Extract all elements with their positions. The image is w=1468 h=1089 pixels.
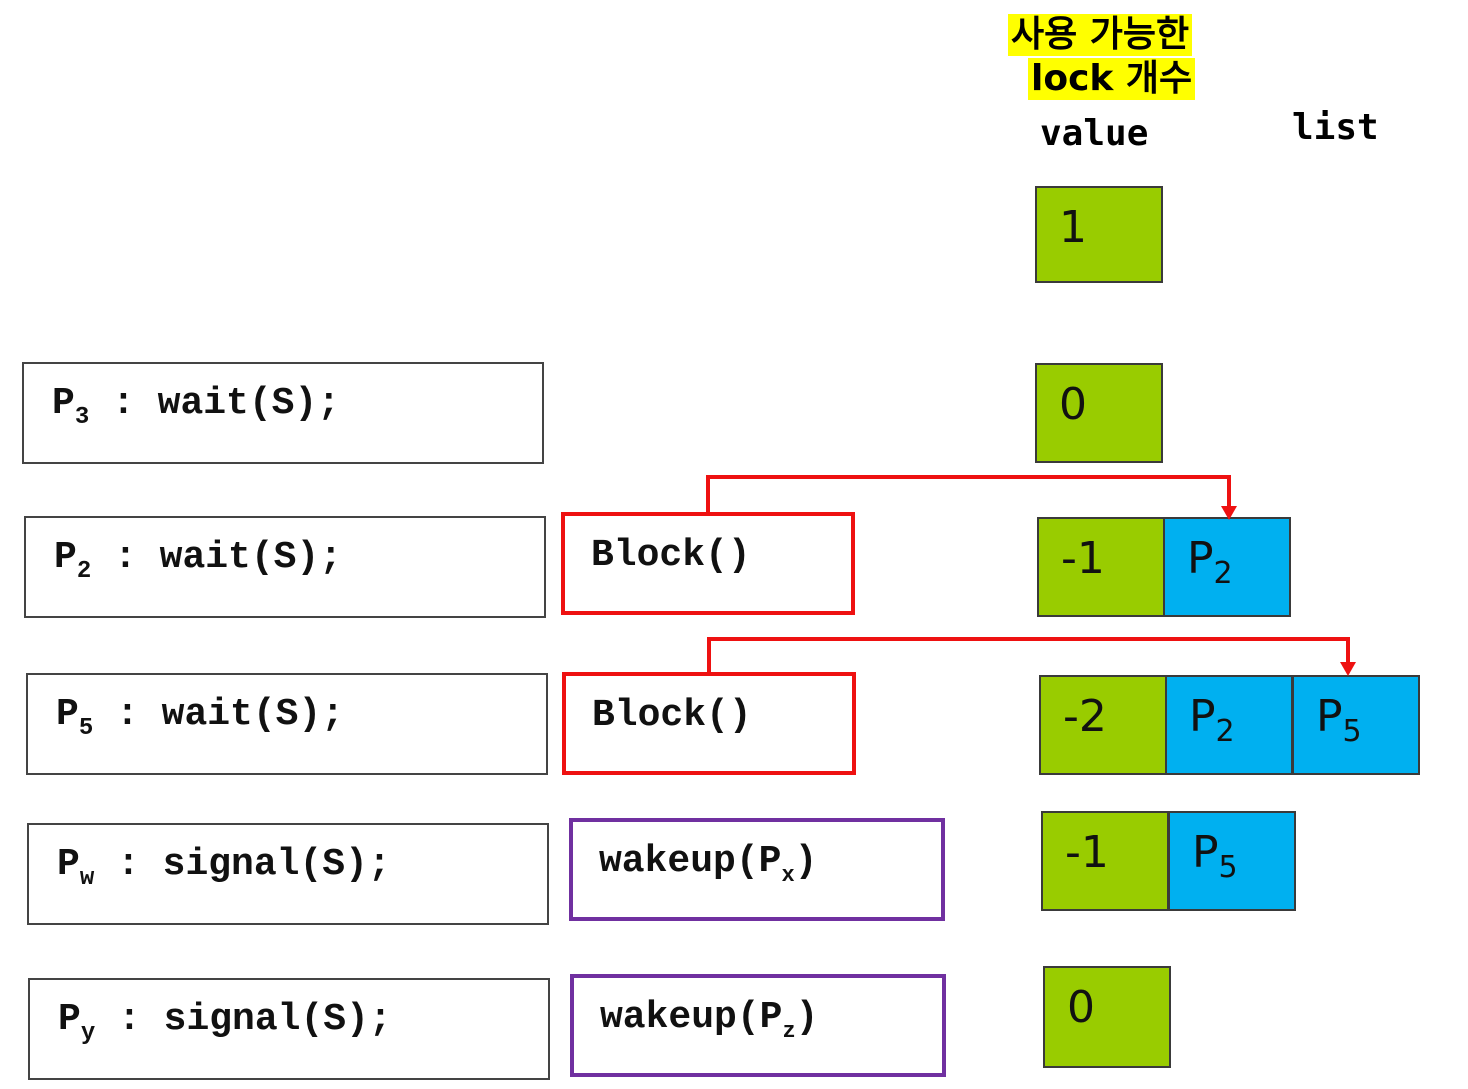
value-meaning-line2: lock 개수: [1028, 58, 1196, 100]
semaphore-value-cell: 0: [1035, 363, 1163, 463]
process-statement-p3: P3 : wait(S);: [22, 362, 544, 464]
process-statement-p2: P2 : wait(S);: [24, 516, 546, 618]
statement-text: P3 : wait(S);: [52, 382, 341, 431]
semaphore-value-cell: -2: [1039, 675, 1167, 775]
wakeup-action-box: wakeup(Px): [569, 818, 945, 921]
semaphore-value: 0: [1067, 982, 1095, 1033]
statement-text: P5 : wait(S);: [56, 693, 345, 742]
process-statement-py: Py : signal(S);: [28, 978, 550, 1080]
value-meaning-line1: 사용 가능한: [1008, 14, 1193, 56]
block-arrow-p2: [706, 475, 1231, 514]
arrow-head: [1340, 662, 1356, 676]
wait-list-cell: P5: [1292, 675, 1420, 775]
wait-list-process: P2: [1189, 691, 1235, 749]
wait-list-process: P5: [1316, 691, 1362, 749]
semaphore-value-cell: -1: [1041, 811, 1169, 911]
block-action-text: Block(): [592, 694, 752, 737]
value-column-header: value: [1040, 113, 1149, 154]
semaphore-value-cell: 0: [1043, 966, 1171, 1068]
statement-text: Py : signal(S);: [58, 998, 392, 1047]
arrow-head: [1221, 506, 1237, 520]
semaphore-value: -1: [1061, 533, 1105, 584]
initial-value: 1: [1059, 202, 1087, 253]
wakeup-action-box: wakeup(Pz): [570, 974, 946, 1077]
wait-list-cell: P2: [1163, 517, 1291, 617]
semaphore-value: -2: [1063, 691, 1107, 742]
wait-list-process: P5: [1192, 827, 1238, 885]
wait-list-process: P2: [1187, 533, 1233, 591]
semaphore-value: 0: [1059, 379, 1087, 430]
process-statement-p5: P5 : wait(S);: [26, 673, 548, 775]
process-statement-pw: Pw : signal(S);: [27, 823, 549, 925]
statement-text: Pw : signal(S);: [57, 843, 391, 892]
initial-value-cell: 1: [1035, 186, 1163, 283]
wakeup-action-text: wakeup(Pz): [600, 996, 819, 1044]
list-column-header: list: [1292, 107, 1379, 148]
wait-list-cell: P5: [1168, 811, 1296, 911]
block-action-text: Block(): [591, 534, 751, 577]
wait-list-cell: P2: [1165, 675, 1293, 775]
block-arrow-p5: [707, 637, 1350, 672]
statement-text: P2 : wait(S);: [54, 536, 343, 585]
wakeup-action-text: wakeup(Px): [599, 840, 818, 888]
semaphore-value: -1: [1065, 827, 1109, 878]
block-action-box: Block(): [562, 672, 856, 775]
